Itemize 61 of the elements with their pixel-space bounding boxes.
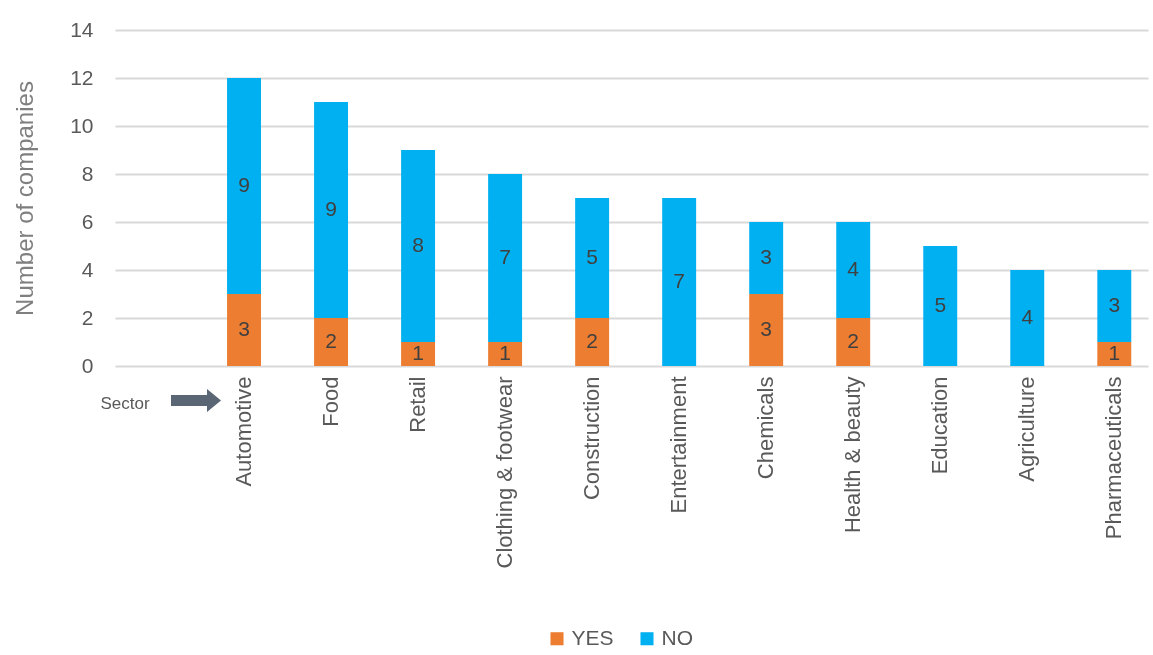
bar [1097, 270, 1132, 342]
data-label: 3 [1108, 293, 1121, 316]
data-label: 1 [499, 341, 511, 364]
data-label: 3 [760, 245, 773, 268]
bar [836, 222, 871, 318]
bar [1097, 342, 1132, 366]
data-label: 3 [760, 317, 773, 340]
data-label: 7 [673, 269, 685, 292]
bar [575, 198, 610, 318]
x-tick-label: Food [318, 376, 344, 427]
x-tick-label: Entertainment [666, 376, 692, 514]
data-label: 5 [934, 293, 947, 316]
data-label: 1 [1108, 341, 1121, 364]
data-label: 4 [847, 257, 860, 280]
legend-label: YES [571, 625, 614, 649]
bar [749, 294, 784, 366]
y-tick-label: 8 [81, 161, 94, 185]
bar [662, 198, 697, 366]
y-tick-label: 6 [81, 209, 94, 233]
x-tick-label: Clothing & footwear [492, 376, 518, 569]
data-label: 1 [412, 341, 424, 364]
data-label: 2 [586, 329, 598, 352]
bar [227, 294, 261, 366]
y-tick-label: 4 [81, 257, 94, 281]
y-tick-label: 12 [70, 65, 94, 89]
y-axis-title: Number of companies [10, 81, 38, 316]
data-label: 2 [325, 329, 337, 352]
legend-label: NO [661, 625, 693, 649]
x-tick-label: Education [927, 376, 953, 475]
bar [488, 174, 523, 342]
y-tick-label: 14 [70, 17, 94, 41]
bar [401, 150, 436, 342]
data-label: 2 [847, 329, 860, 352]
data-label: 9 [238, 173, 250, 196]
x-tick-label: Chemicals [753, 376, 779, 480]
data-label: 7 [499, 245, 511, 268]
bar [401, 342, 436, 366]
bar [314, 102, 349, 318]
data-label: 8 [412, 233, 424, 256]
y-tick-label: 2 [81, 305, 94, 329]
data-label: 9 [325, 197, 337, 220]
bar [227, 78, 261, 294]
bar [749, 222, 784, 294]
y-tick-label: 0 [81, 353, 94, 377]
data-label: 5 [586, 245, 598, 268]
bar [923, 246, 958, 366]
bar [575, 318, 610, 366]
x-axis-title: Sector [100, 393, 150, 413]
y-tick-label: 10 [70, 113, 94, 137]
data-label: 4 [1021, 305, 1034, 328]
x-tick-label: Retail [405, 376, 431, 433]
data-label: 3 [238, 317, 250, 340]
x-tick-label: Pharmaceuticals [1101, 376, 1127, 540]
x-tick-label: Agriculture [1014, 376, 1040, 482]
x-tick-label: Construction [579, 376, 605, 501]
bar [1010, 270, 1045, 366]
x-tick-label: Automotive [231, 376, 257, 487]
bar [836, 318, 871, 366]
bar [314, 318, 349, 366]
bar [488, 342, 523, 366]
x-tick-label: Health & beauty [840, 376, 866, 534]
